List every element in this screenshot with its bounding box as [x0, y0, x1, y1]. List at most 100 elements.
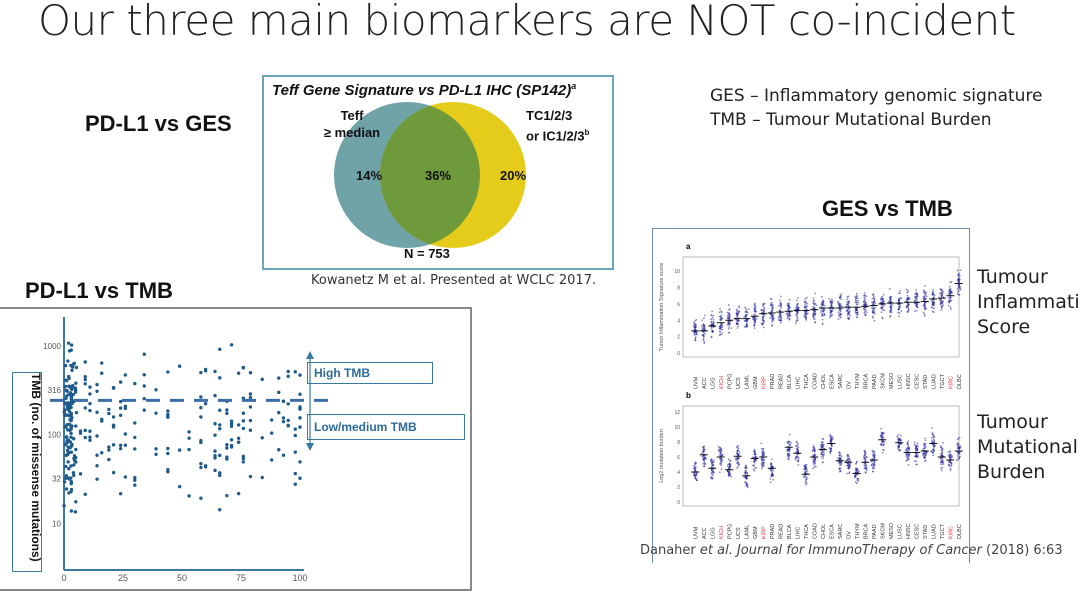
data-point: [831, 444, 833, 447]
data-point: [225, 408, 229, 412]
data-point: [710, 468, 713, 471]
data-point: [922, 311, 925, 314]
data-point: [890, 311, 893, 314]
data-point: [872, 308, 875, 311]
data-point: [957, 274, 959, 277]
teff-only-percent: 14%: [356, 168, 383, 183]
data-point: [703, 458, 706, 461]
data-point: [780, 304, 783, 307]
category-label: TGCT: [940, 523, 946, 539]
data-point: [704, 462, 707, 465]
data-point: [855, 300, 858, 302]
data-point: [64, 464, 68, 469]
category-label: THYM: [855, 373, 861, 389]
data-point: [871, 467, 874, 470]
data-point: [69, 396, 73, 401]
data-point: [66, 341, 71, 345]
data-point: [738, 306, 741, 309]
data-point: [83, 377, 87, 382]
data-point: [68, 440, 73, 444]
data-point: [837, 456, 840, 459]
data-point: [73, 510, 78, 514]
data-point: [755, 318, 758, 320]
category-label: STAD: [923, 525, 929, 539]
data-point: [229, 438, 234, 442]
data-point: [248, 418, 253, 423]
data-point: [88, 429, 92, 433]
data-point: [218, 408, 222, 412]
data-point: [956, 452, 959, 455]
category-label: PCPG: [727, 373, 733, 389]
data-point: [855, 471, 858, 474]
data-point: [727, 458, 730, 461]
data-point: [241, 411, 246, 415]
pdl1-label-sup: b: [584, 128, 590, 137]
data-point: [83, 374, 87, 379]
data-point: [203, 367, 208, 372]
category-label: BRCA: [863, 523, 869, 539]
data-point: [771, 471, 774, 474]
data-point: [710, 336, 713, 339]
data-point: [956, 442, 959, 445]
data-point: [882, 293, 885, 296]
data-point: [770, 464, 773, 467]
category-label: PRAD: [770, 524, 776, 539]
data-point: [753, 304, 756, 307]
data-point: [924, 439, 927, 442]
category-label: STAD: [923, 375, 929, 389]
category-label: BLCA: [787, 374, 793, 389]
data-point: [882, 309, 885, 312]
data-point: [864, 301, 867, 303]
data-point: [730, 327, 733, 330]
data-point: [720, 452, 722, 455]
data-point: [728, 470, 731, 473]
category-label: UVM: [693, 526, 699, 539]
data-point: [812, 311, 815, 313]
data-point: [762, 319, 765, 322]
data-point: [753, 459, 755, 462]
data-point: [277, 410, 281, 415]
data-point: [949, 465, 952, 468]
data-point: [940, 452, 943, 455]
data-point: [760, 459, 763, 462]
data-point: [745, 308, 747, 311]
category-label: MESO: [889, 522, 895, 539]
data-point: [871, 297, 874, 300]
data-point: [932, 311, 935, 314]
high-tmb-label: High TMB: [307, 362, 433, 384]
data-point: [74, 500, 78, 504]
category-label: UCS: [736, 527, 742, 539]
data-point: [693, 473, 696, 476]
data-point: [746, 473, 749, 476]
data-point: [736, 462, 739, 465]
data-point: [838, 315, 840, 317]
data-point: [694, 464, 696, 466]
data-point: [218, 376, 222, 380]
data-point: [923, 460, 926, 463]
data-point: [69, 450, 74, 454]
data-point: [260, 377, 264, 382]
data-point: [88, 392, 92, 396]
data-point: [830, 447, 833, 450]
data-point: [916, 306, 919, 308]
category-label: CHOL: [821, 524, 827, 539]
data-point: [950, 456, 953, 458]
data-point: [762, 315, 764, 318]
category-label: THYM: [855, 523, 861, 539]
data-point: [142, 384, 146, 388]
data-point: [772, 314, 774, 317]
data-point: [914, 299, 916, 302]
data-point: [879, 435, 882, 438]
data-point: [95, 410, 99, 415]
data-point: [949, 450, 951, 452]
data-point: [812, 444, 815, 447]
data-point: [865, 467, 868, 469]
y-axis-label: Log2 mutation burden: [659, 429, 665, 483]
data-point: [829, 434, 832, 437]
data-point: [882, 443, 885, 446]
data-point: [924, 292, 927, 295]
data-point: [863, 311, 866, 314]
data-point: [813, 457, 816, 460]
data-point: [729, 472, 731, 475]
data-point: [848, 300, 850, 303]
